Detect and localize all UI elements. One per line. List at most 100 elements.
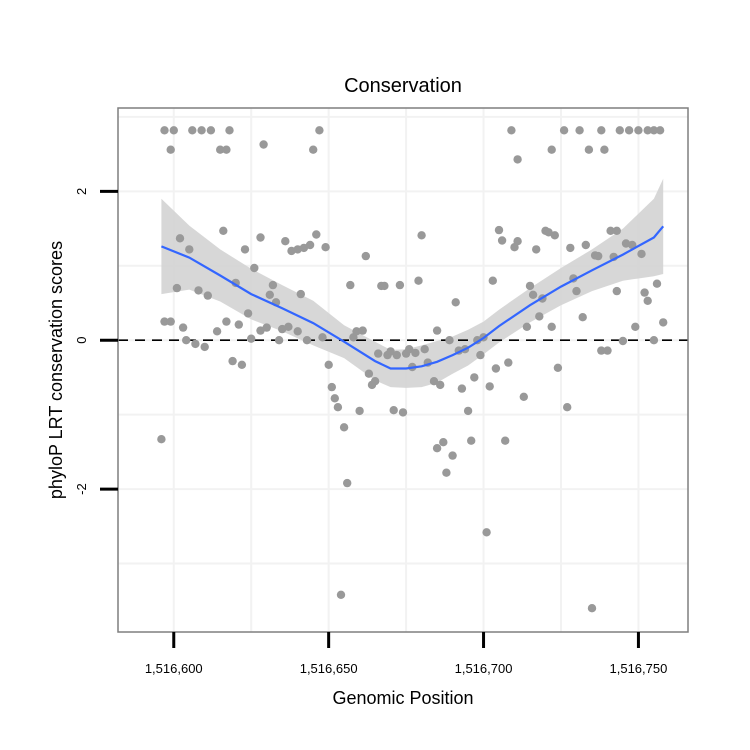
data-point	[411, 348, 420, 358]
data-point	[237, 360, 247, 369]
data-point	[352, 327, 361, 336]
data-point	[355, 406, 364, 416]
data-point	[491, 364, 501, 373]
data-point	[451, 298, 460, 307]
data-point	[330, 394, 339, 403]
data-point	[265, 290, 274, 299]
data-point	[172, 283, 182, 293]
data-point	[185, 245, 194, 254]
data-point	[361, 251, 370, 261]
y-tick-label: -2	[74, 483, 89, 495]
data-point	[606, 226, 615, 235]
data-point	[222, 145, 231, 154]
data-point	[429, 377, 439, 386]
data-point	[262, 323, 271, 332]
data-point	[250, 263, 259, 273]
data-points	[157, 126, 668, 613]
data-point	[594, 251, 603, 261]
confidence-band-group	[161, 178, 664, 388]
data-point	[513, 237, 522, 246]
data-point	[284, 322, 293, 331]
data-point	[417, 231, 426, 240]
data-point	[228, 356, 237, 366]
data-point	[166, 317, 175, 326]
data-point	[247, 334, 256, 343]
data-point	[631, 322, 640, 331]
data-point	[405, 345, 414, 354]
data-point	[324, 360, 333, 369]
data-point	[160, 126, 169, 135]
x-tick-label: 1,516,750	[610, 661, 668, 676]
data-point	[212, 327, 222, 336]
data-point	[497, 236, 507, 245]
data-point	[358, 326, 367, 335]
data-point	[420, 345, 429, 354]
data-point	[457, 384, 467, 393]
data-point	[463, 406, 473, 416]
data-point	[182, 336, 191, 345]
data-point	[312, 230, 321, 239]
x-tick-label: 1,516,600	[145, 661, 203, 676]
data-point	[188, 126, 197, 135]
data-point	[566, 243, 575, 253]
data-point	[398, 408, 408, 417]
data-point	[532, 245, 541, 254]
data-point	[259, 140, 268, 149]
data-point	[547, 145, 556, 154]
data-point	[222, 317, 231, 326]
data-point	[649, 336, 659, 345]
data-point	[302, 336, 312, 345]
data-point	[553, 363, 563, 372]
data-point	[600, 145, 609, 154]
chart-title: Conservation	[344, 75, 462, 97]
data-point	[597, 346, 606, 355]
data-point	[386, 347, 395, 356]
x-axis-title: Genomic Position	[332, 688, 473, 708]
data-point	[603, 346, 612, 355]
data-point	[343, 478, 352, 488]
data-point	[395, 280, 405, 290]
data-point	[175, 234, 185, 243]
data-point	[370, 377, 380, 386]
data-point	[169, 126, 178, 135]
data-point	[476, 350, 485, 360]
data-point	[216, 145, 225, 154]
data-point	[643, 296, 652, 305]
data-point	[504, 358, 513, 367]
data-point	[296, 289, 305, 299]
data-point	[380, 281, 389, 291]
data-point	[528, 290, 538, 299]
data-point	[157, 435, 166, 444]
x-tick-label: 1,516,700	[455, 661, 513, 676]
data-point	[618, 336, 628, 346]
data-point	[649, 126, 659, 135]
data-point	[240, 245, 250, 254]
data-point	[197, 126, 206, 135]
data-point	[519, 392, 528, 401]
data-point	[442, 468, 451, 477]
data-point	[578, 313, 587, 322]
data-point	[268, 280, 278, 290]
data-point	[470, 373, 479, 382]
data-point	[597, 126, 606, 135]
data-point	[445, 336, 454, 345]
x-axis: 1,516,600 1,516,650 1,516,700 1,516,750	[145, 632, 668, 676]
data-point	[584, 145, 594, 154]
data-point	[572, 286, 581, 296]
data-point	[587, 604, 597, 613]
data-point	[581, 240, 590, 250]
data-point	[659, 318, 668, 327]
data-point	[336, 590, 346, 599]
data-point	[318, 333, 327, 342]
data-point	[634, 126, 643, 135]
data-point	[206, 126, 216, 135]
data-point	[432, 444, 442, 453]
data-point	[364, 369, 374, 378]
data-point	[178, 323, 188, 332]
data-point	[494, 225, 504, 235]
data-point	[467, 436, 476, 445]
data-point	[274, 336, 284, 345]
data-point	[333, 403, 343, 412]
data-point	[612, 286, 621, 296]
data-point	[513, 155, 522, 164]
